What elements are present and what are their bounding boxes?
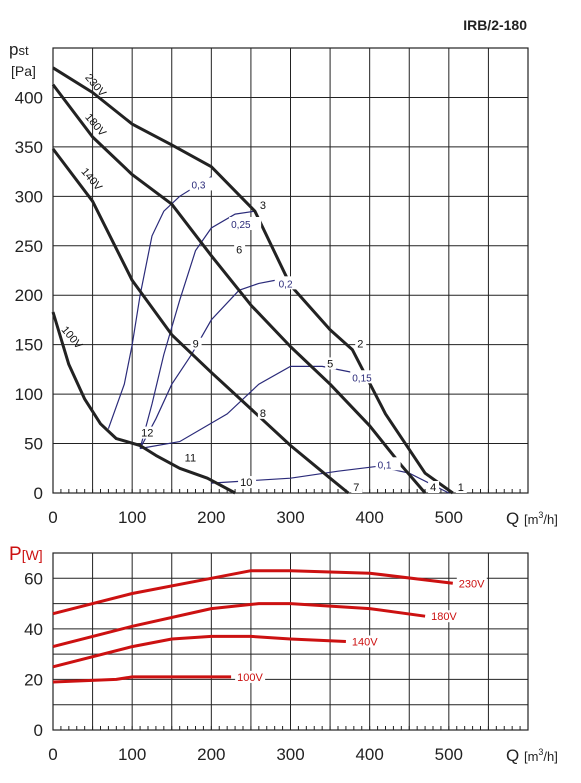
operating-point-bg: [325, 357, 337, 370]
fan-curve-230V: [52, 66, 454, 495]
y-tick-label: 40: [24, 620, 43, 639]
system-curve-label: 0,3: [192, 180, 206, 191]
operating-point-bg: [234, 243, 246, 256]
y-tick-label: 250: [15, 237, 43, 256]
y-tick-label: 20: [24, 670, 43, 689]
operating-point-label: 4: [430, 482, 436, 494]
x-tick-label: 500: [435, 745, 463, 764]
x-tick-label: 100: [118, 508, 146, 527]
operating-point-label: 6: [236, 245, 242, 257]
x-tick-label: 200: [197, 745, 225, 764]
x-tick-label: 200: [197, 508, 225, 527]
fan-curve-100V: [51, 311, 236, 495]
operating-point-label: 7: [353, 482, 359, 494]
operating-point-bg: [238, 476, 257, 489]
x-tick-label: 400: [355, 745, 383, 764]
operating-point-bg: [190, 337, 202, 350]
system-curve-label: 0,2: [279, 279, 293, 290]
y-tick-label: 350: [15, 138, 43, 157]
y-axis-label: pst: [9, 40, 29, 59]
operating-point-bg: [351, 481, 363, 493]
x-tick-label: 0: [48, 745, 57, 764]
power-curve-180V: [52, 602, 426, 649]
operating-point-bg: [257, 406, 269, 419]
operating-point-bg: [355, 337, 367, 350]
operating-point-bg: [257, 199, 269, 212]
x-tick-label: 100: [118, 745, 146, 764]
system-curve-label: 0,15: [352, 373, 372, 384]
system-label-bg: [276, 276, 302, 290]
operating-point-label: 8: [260, 408, 266, 420]
operating-point-label: 3: [260, 200, 266, 212]
operating-point-label: 5: [327, 358, 333, 370]
y-tick-label: 200: [15, 286, 43, 305]
fan-curve-140V: [51, 147, 350, 495]
operating-point-bg: [139, 426, 158, 439]
power-curve-label: 230V: [459, 578, 485, 590]
y-axis-unit: [Pa]: [11, 63, 36, 79]
operating-point-bg: [455, 481, 467, 493]
fan-curve-180V: [51, 83, 427, 494]
power-curve-230V: [52, 569, 453, 616]
x-tick-label: 0: [48, 508, 57, 527]
x-axis-label: Q [m3/h]: [506, 509, 558, 528]
fan-curve-label: 180V: [82, 111, 108, 139]
power-curve-label: 140V: [352, 637, 378, 649]
y-tick-label: 50: [24, 435, 43, 454]
power-chart: 0 100 200 300 400 500 0 20 40 60 P[W] Q [m3/h] 230V 1…: [9, 544, 558, 765]
x-axis-label: Q [m3/h]: [506, 746, 558, 765]
y-tick-label: 60: [24, 569, 43, 588]
y-tick-label: 150: [15, 336, 43, 355]
system-curve-label: 0,1: [378, 460, 392, 471]
power-curve-100V: [52, 675, 232, 684]
x-tick-label: 300: [276, 508, 304, 527]
system-curve-0-2: [139, 279, 275, 449]
operating-point-label: 2: [357, 339, 363, 351]
y-tick-label: 100: [15, 385, 43, 404]
power-label-bg: [429, 610, 460, 623]
power-curve-label: 100V: [237, 672, 263, 684]
power-curve-140V: [52, 634, 346, 669]
model-label: IRB/2-180: [463, 17, 527, 33]
power-curve-label: 180V: [431, 611, 457, 623]
x-tick-label: 400: [355, 508, 383, 527]
operating-point-label: 1: [458, 482, 464, 494]
operating-point-bg: [182, 451, 201, 464]
pressure-chart: 0 100 200 300 400 500 0 50 100 150 200 250 300 350 400…: [9, 40, 558, 528]
system-curve-0-3: [107, 176, 212, 429]
operating-point-label: 10: [240, 477, 252, 489]
system-label-bg: [350, 370, 383, 384]
x-tick-label: 300: [276, 745, 304, 764]
system-label-bg: [375, 457, 401, 471]
y-axis-label: P[W]: [9, 544, 43, 565]
system-curve-0-15: [139, 365, 353, 450]
operating-point-label: 9: [193, 339, 199, 351]
system-label-bg: [189, 177, 215, 191]
power-label-bg: [235, 670, 266, 683]
y-tick-label: 300: [15, 187, 43, 206]
x-tick-label: 500: [435, 508, 463, 527]
system-label-bg: [229, 217, 262, 230]
y-tick-label: 0: [34, 721, 43, 740]
power-label-bg: [456, 577, 487, 590]
system-curve-label: 0,25: [231, 220, 251, 231]
system-curve-0-25: [139, 210, 255, 449]
power-label-bg: [349, 635, 380, 648]
y-tick-label: 0: [34, 484, 43, 503]
operating-point-label: 11: [185, 452, 196, 464]
operating-point-label: 12: [141, 428, 153, 440]
operating-point-bg: [428, 481, 440, 493]
y-tick-label: 400: [15, 88, 43, 107]
